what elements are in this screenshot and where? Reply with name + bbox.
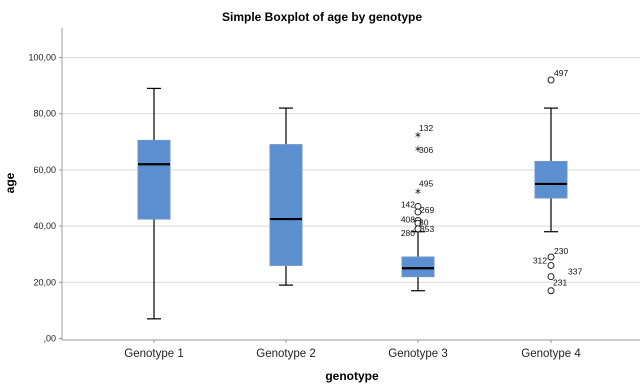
box-genotype-2	[269, 107, 303, 286]
outlier-label: 408	[401, 214, 415, 224]
y-tick-label: ,00	[43, 334, 56, 344]
outlier-star: *	[415, 144, 421, 158]
outlier-label: 337	[568, 267, 582, 277]
outlier-circle	[547, 76, 555, 84]
outlier-label: 497	[554, 68, 568, 78]
box-iqr	[269, 144, 303, 266]
outlier-label: 132	[419, 123, 433, 133]
outlier-label: 306	[419, 145, 433, 155]
y-tick-label: 20,00	[33, 277, 56, 287]
outlier-circle	[547, 273, 555, 281]
outlier-label: 269	[420, 205, 434, 215]
outlier-circle	[547, 261, 555, 269]
outlier-label: 231	[553, 278, 567, 288]
x-tick-label: Genotype 1	[124, 348, 183, 360]
box-iqr	[534, 160, 568, 199]
box-iqr	[137, 139, 171, 220]
outlier-label: 353	[420, 224, 434, 234]
x-tick-label: Genotype 4	[521, 348, 581, 360]
outlier-circle	[547, 253, 555, 261]
x-tick-label: Genotype 2	[256, 348, 315, 360]
box-iqr	[401, 256, 435, 278]
outlier-star: *	[415, 130, 421, 144]
box-genotype-1	[137, 87, 171, 320]
y-tick-label: 80,00	[33, 109, 56, 119]
chart-title: Simple Boxplot of age by genotype	[222, 10, 422, 24]
outlier-label: 230	[554, 246, 568, 256]
x-axis-ticks: Genotype 1 Genotype 2 Genotype 3 Genotype 4	[124, 340, 581, 360]
x-axis-title: genotype	[325, 369, 379, 383]
y-tick-label: 60,00	[33, 165, 56, 175]
outlier-label: 142	[401, 199, 415, 209]
outlier-label: 495	[419, 178, 433, 188]
outlier-label: 312	[533, 255, 547, 265]
y-tick-label: 40,00	[33, 221, 56, 231]
y-axis-title: age	[3, 172, 17, 193]
x-tick-label: Genotype 3	[388, 348, 447, 360]
outlier-circle	[414, 225, 422, 233]
y-axis-ticks: ,00 20,00 40,00 60,00 80,00 100,00	[28, 53, 62, 344]
outlier-star: *	[415, 186, 421, 200]
outlier-circle	[547, 287, 555, 295]
y-tick-label: 100,00	[28, 53, 56, 63]
outlier-circle	[414, 208, 422, 216]
outlier-label: 280	[401, 228, 415, 238]
outlier-label: 80	[419, 217, 429, 227]
